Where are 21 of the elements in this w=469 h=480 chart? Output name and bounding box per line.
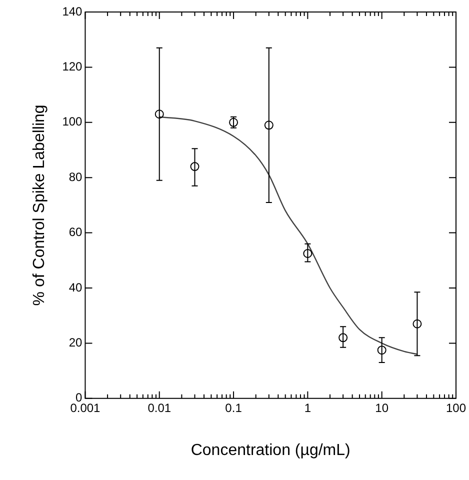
x-axis-title: Concentration (µg/mL) xyxy=(190,442,350,459)
point xyxy=(377,346,386,355)
x-tick-label: 10 xyxy=(375,400,389,415)
y-axis-title: % of Control Spike Labelling xyxy=(31,104,48,306)
x-tick-label: 1 xyxy=(304,400,312,415)
x-tick-label: 0.01 xyxy=(148,400,172,415)
point xyxy=(412,319,422,328)
y-tick-label: 40 xyxy=(68,280,83,294)
x-tick-label: 0.1 xyxy=(225,400,242,415)
point xyxy=(190,162,200,172)
y-tick-label: 60 xyxy=(68,225,83,240)
point xyxy=(303,249,312,258)
point xyxy=(338,333,348,342)
y-tick-label: 20 xyxy=(68,336,83,350)
y-tick-label: 140 xyxy=(62,4,83,18)
y-tick-label: 120 xyxy=(62,60,83,74)
point xyxy=(264,120,274,130)
y-tick-label: 80 xyxy=(68,170,83,184)
x-tick-label: 100 xyxy=(446,400,466,415)
point xyxy=(154,110,164,119)
y-tick-label: 100 xyxy=(62,114,83,129)
